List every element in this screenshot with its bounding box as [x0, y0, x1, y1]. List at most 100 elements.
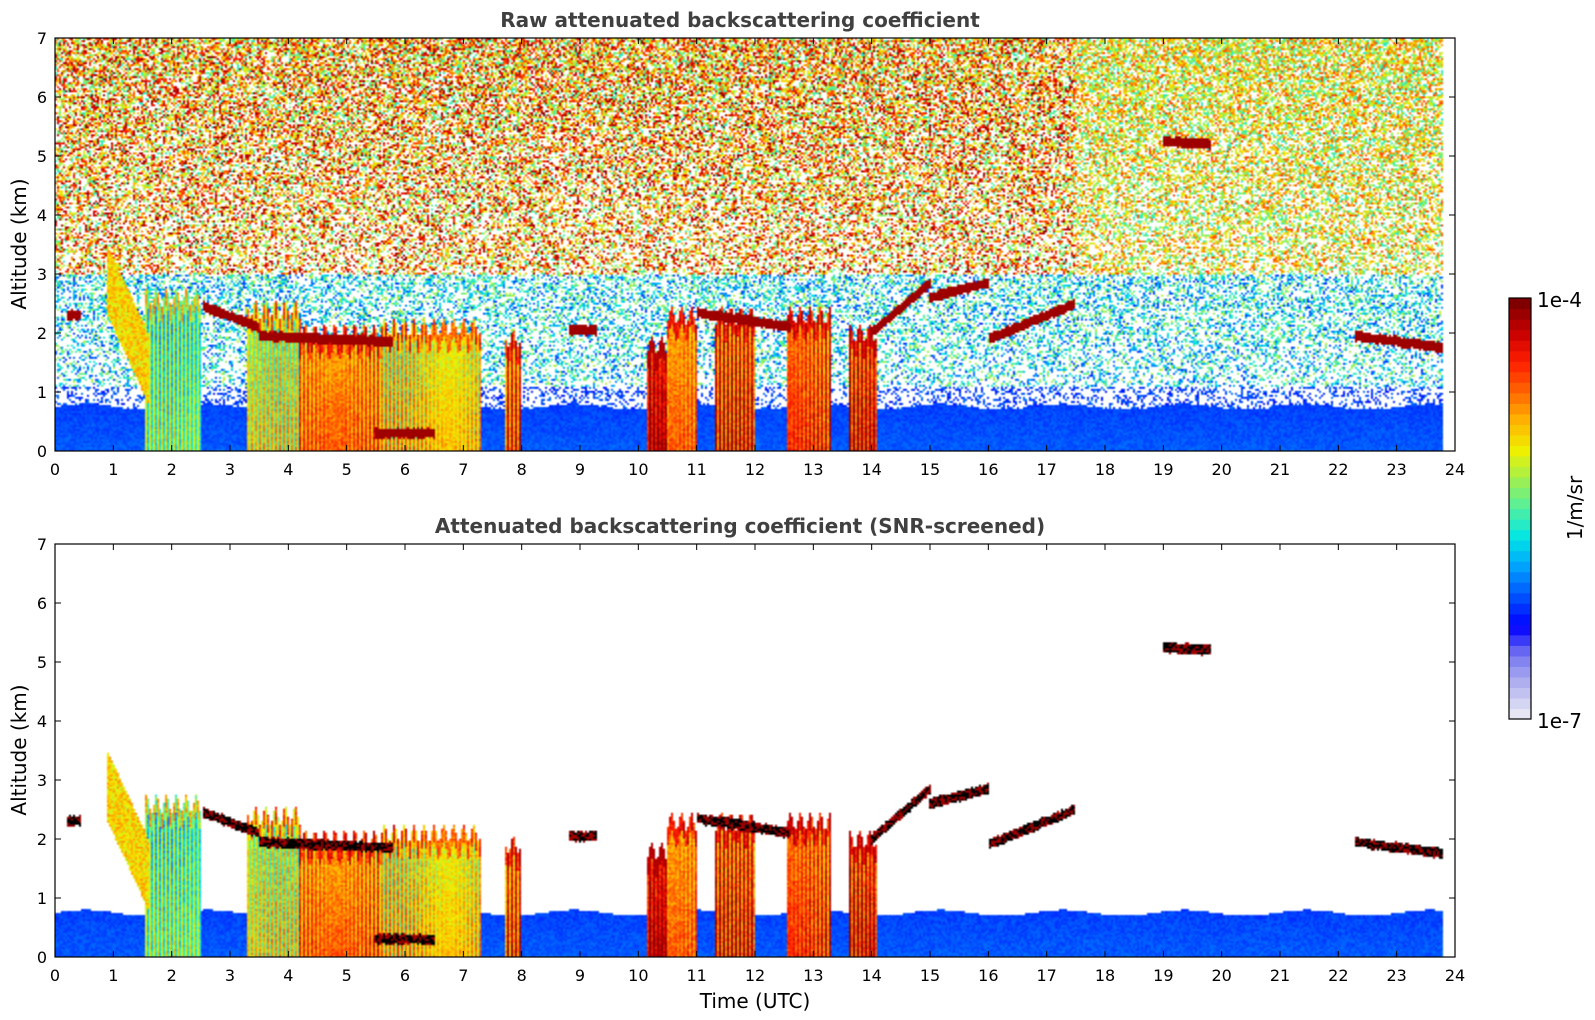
x-tick-label: 0 — [50, 460, 60, 479]
x-tick-label: 6 — [400, 460, 410, 479]
x-tick-label: 10 — [628, 460, 648, 479]
axes-screened: 0 1 2 3 4 5 6 7 8 9 10 11 12 13 14 15 16 17 18 19 20 21 22 23 24… — [37, 535, 1465, 985]
colorbar-segment — [1509, 424, 1531, 436]
y-tick-label: 4 — [37, 712, 47, 731]
colorbar-segment — [1509, 603, 1531, 615]
x-tick-label: 2 — [167, 460, 177, 479]
colorbar-segment — [1509, 592, 1531, 604]
colorbar-unit-label: 1/m/sr — [1563, 475, 1587, 540]
colorbar-segment — [1509, 308, 1531, 320]
colorbar-segment — [1509, 708, 1531, 720]
y-axis-label: Altitude (km) — [7, 684, 31, 815]
colorbar-segment — [1509, 403, 1531, 415]
colorbar-segment — [1509, 666, 1531, 678]
colorbar-segment — [1509, 382, 1531, 394]
y-tick-label: 1 — [37, 889, 47, 908]
y-tick-label: 6 — [37, 594, 47, 613]
x-tick-label: 4 — [283, 460, 293, 479]
x-tick-label: 18 — [1095, 460, 1115, 479]
x-tick-label: 5 — [342, 460, 352, 479]
colorbar-segment — [1509, 329, 1531, 341]
colorbar-segment — [1509, 561, 1531, 573]
x-tick-label: 14 — [861, 966, 881, 985]
panel-screened: Attenuated backscattering coefficient (S… — [7, 514, 1465, 1013]
x-tick-label: 11 — [686, 966, 706, 985]
colorbar-segment — [1509, 476, 1531, 489]
x-tick-label: 16 — [978, 460, 998, 479]
colorbar-segment — [1509, 434, 1531, 446]
colorbar-segment — [1509, 392, 1531, 404]
y-tick-label: 4 — [37, 206, 47, 225]
colorbar-segment — [1509, 697, 1531, 710]
x-tick-label: 20 — [1211, 966, 1231, 985]
colorbar-segment — [1509, 655, 1531, 667]
x-tick-label: 8 — [517, 966, 527, 985]
x-tick-label: 10 — [628, 966, 648, 985]
x-tick-label: 18 — [1095, 966, 1115, 985]
heatmap-raw — [55, 38, 1455, 451]
x-tick-label: 7 — [458, 460, 468, 479]
colorbar: 1e-4 1e-7 1/m/sr — [1508, 288, 1587, 733]
colorbar-segment — [1509, 540, 1531, 552]
axes-raw: 0 1 2 3 4 5 6 7 8 9 10 11 12 13 14 15 16 17 18 19 20 21 22 23 24… — [37, 29, 1465, 479]
colorbar-segment — [1509, 298, 1531, 310]
x-tick-label: 3 — [225, 966, 235, 985]
x-tick-label: 20 — [1211, 460, 1231, 479]
x-tick-label: 2 — [167, 966, 177, 985]
x-tick-label: 0 — [50, 966, 60, 985]
x-tick-label: 12 — [745, 966, 765, 985]
x-tick-label: 5 — [342, 966, 352, 985]
colorbar-segment — [1509, 613, 1531, 625]
x-tick-label: 1 — [108, 460, 118, 479]
colorbar-segment — [1509, 319, 1531, 331]
x-tick-label: 21 — [1270, 966, 1290, 985]
colorbar-segment — [1509, 340, 1531, 352]
heatmap-screened — [55, 544, 1455, 957]
x-tick-label: 13 — [803, 460, 823, 479]
colorbar-segment — [1509, 676, 1531, 689]
colorbar-segment — [1509, 487, 1531, 499]
colorbar-segment — [1509, 550, 1531, 562]
colorbar-segment — [1509, 445, 1531, 457]
colorbar-segment — [1509, 519, 1531, 531]
x-tick-label: 17 — [1036, 460, 1056, 479]
colorbar-max-label: 1e-4 — [1537, 288, 1582, 312]
x-tick-label: 22 — [1328, 966, 1348, 985]
x-tick-label: 8 — [517, 460, 527, 479]
x-tick-label: 9 — [575, 460, 585, 479]
colorbar-frame — [1508, 297, 1532, 720]
x-tick-label: 22 — [1328, 460, 1348, 479]
y-tick-label: 7 — [37, 29, 47, 48]
x-axis-label: Time (UTC) — [699, 989, 811, 1013]
colorbar-gradient — [1509, 298, 1531, 720]
x-tick-label: 3 — [225, 460, 235, 479]
colorbar-segment — [1509, 413, 1531, 425]
x-tick-label: 7 — [458, 966, 468, 985]
x-tick-label: 9 — [575, 966, 585, 985]
x-tick-label: 15 — [920, 966, 940, 985]
x-tick-label: 4 — [283, 966, 293, 985]
y-tick-label: 0 — [37, 442, 47, 461]
colorbar-segment — [1509, 571, 1531, 583]
y-tick-label: 5 — [37, 653, 47, 672]
y-tick-label: 3 — [37, 265, 47, 284]
x-tick-label: 17 — [1036, 966, 1056, 985]
panel-raw: Raw attenuated backscattering coefficien… — [7, 8, 1465, 479]
y-tick-label: 3 — [37, 771, 47, 790]
colorbar-segment — [1509, 624, 1531, 636]
panel-title: Raw attenuated backscattering coefficien… — [500, 8, 980, 32]
x-tick-label: 23 — [1386, 460, 1406, 479]
colorbar-segment — [1509, 582, 1531, 594]
x-tick-label: 12 — [745, 460, 765, 479]
colorbar-segment — [1509, 508, 1531, 520]
x-tick-label: 23 — [1386, 966, 1406, 985]
x-tick-label: 14 — [861, 460, 881, 479]
colorbar-min-label: 1e-7 — [1537, 709, 1582, 733]
x-tick-label: 19 — [1153, 460, 1173, 479]
colorbar-segment — [1509, 687, 1531, 699]
panel-title: Attenuated backscattering coefficient (S… — [435, 514, 1045, 538]
x-tick-label: 11 — [686, 460, 706, 479]
x-tick-label: 24 — [1445, 966, 1465, 985]
y-axis-label: Altitude (km) — [7, 178, 31, 309]
